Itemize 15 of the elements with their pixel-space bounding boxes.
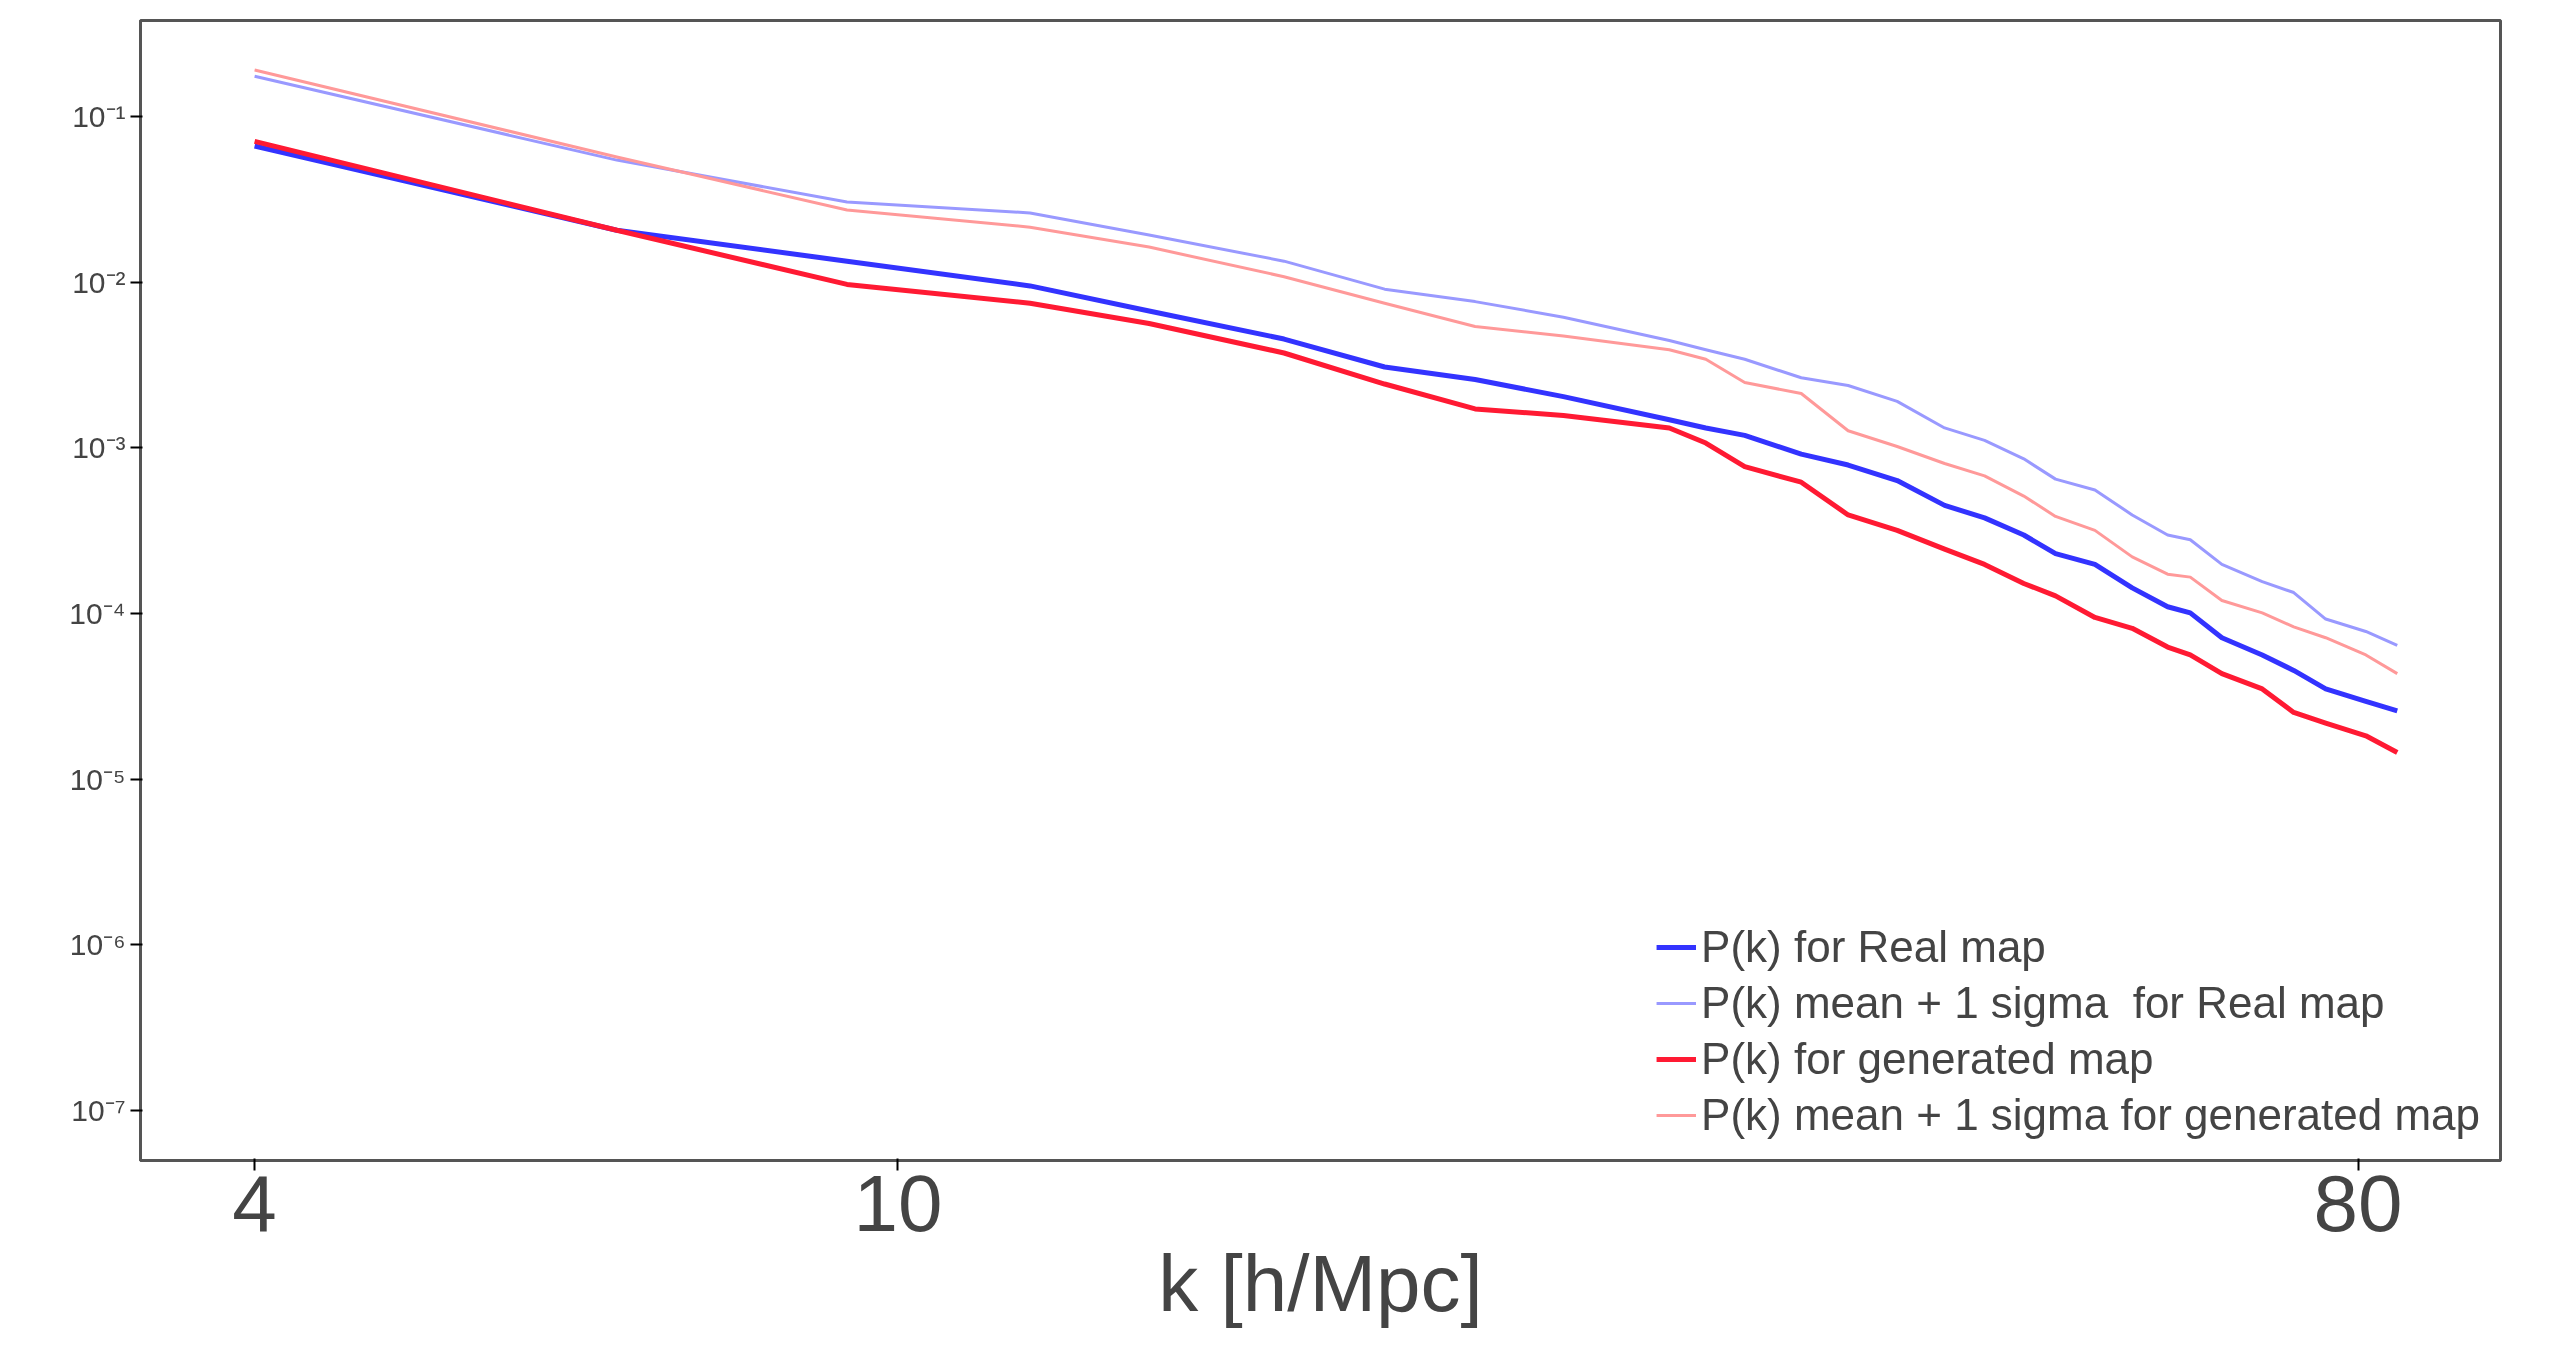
legend-label: P(k) for Real map	[1701, 922, 2046, 972]
legend-label: P(k) mean + 1 sigma for Real map	[1701, 978, 2385, 1028]
y-tick-label: 10⁻²	[72, 265, 126, 299]
y-tick-label: 10⁻¹	[72, 100, 126, 134]
legend-label: P(k) for generated map	[1701, 1034, 2154, 1084]
x-tick-label: 80	[2313, 1158, 2403, 1248]
x-axis-title: k [h/Mpc]	[1158, 1238, 1483, 1328]
x-tick-label: 4	[232, 1158, 277, 1248]
y-tick-label: 10⁻³	[72, 431, 126, 465]
y-tick-label: 10⁻⁶	[69, 928, 126, 962]
legend-label: P(k) mean + 1 sigma for generated map	[1701, 1090, 2480, 1140]
y-tick-label: 10⁻⁵	[69, 762, 126, 796]
y-tick-label: 10⁻⁷	[71, 1094, 126, 1128]
y-tick-label: 10⁻⁴	[69, 597, 126, 631]
x-tick-label: 10	[853, 1158, 943, 1248]
